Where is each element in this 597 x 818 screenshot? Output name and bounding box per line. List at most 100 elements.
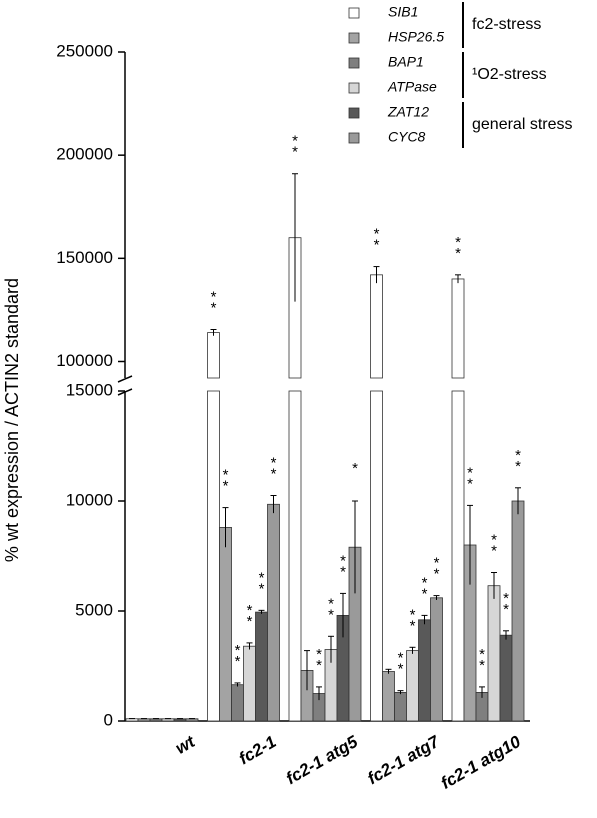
legend-label: CYC8 <box>388 129 426 145</box>
significance: * <box>352 460 358 477</box>
significance-star: * <box>515 447 521 464</box>
bar <box>243 645 256 722</box>
y-axis-label: % wt expression / ACTIN2 standard <box>2 278 22 562</box>
significance: * * <box>271 455 277 483</box>
x-tick-label: fc2-1 <box>236 732 280 768</box>
significance: * * <box>455 234 461 262</box>
significance-star: * <box>503 601 509 618</box>
significance: * * <box>247 602 253 630</box>
bar <box>267 503 280 722</box>
significance: * * <box>515 447 521 475</box>
y-tick-label: 0 <box>104 710 113 729</box>
significance: * * <box>374 226 380 254</box>
significance: * * <box>211 289 217 317</box>
bar <box>207 390 220 722</box>
significance-star: * <box>340 563 346 580</box>
bar <box>406 650 419 722</box>
bar <box>231 684 244 722</box>
bar <box>370 274 383 379</box>
significance-star: * <box>455 245 461 262</box>
significance-star: * <box>211 300 217 317</box>
significance-star: * <box>292 133 298 150</box>
legend-label: ZAT12 <box>387 104 429 120</box>
x-tick-label: fc2-1 atg10 <box>438 732 525 793</box>
y-tick-label: 200000 <box>56 145 113 164</box>
significance: * * <box>235 642 241 670</box>
bar <box>430 597 443 722</box>
legend-swatch <box>348 132 360 144</box>
bar <box>125 718 139 722</box>
significance-star: * <box>434 566 440 583</box>
axis-break <box>117 375 133 383</box>
bar <box>255 611 268 722</box>
legend-swatch <box>348 32 360 44</box>
significance: * * <box>259 569 265 597</box>
bar <box>173 718 187 722</box>
bar <box>487 585 501 722</box>
significance-star: * <box>235 642 241 659</box>
significance: * * <box>340 552 346 580</box>
bar <box>418 619 431 722</box>
significance-star: * <box>434 555 440 572</box>
significance-star: * <box>467 475 473 492</box>
bar <box>161 718 175 722</box>
significance-star: * <box>328 606 334 623</box>
significance-star: * <box>410 606 416 623</box>
significance-star: * <box>328 595 334 612</box>
significance: * * <box>422 574 428 602</box>
significance-star: * <box>223 467 229 484</box>
significance-star: * <box>467 464 473 481</box>
significance-star: * <box>422 574 428 591</box>
significance-star: * <box>479 646 485 663</box>
bar <box>394 692 407 722</box>
bar <box>149 718 163 722</box>
significance-star: * <box>235 653 241 670</box>
bar <box>499 634 513 722</box>
significance-star: * <box>398 650 404 667</box>
significance: * * <box>328 595 334 623</box>
legend-swatch <box>348 107 360 119</box>
y-tick-label: 150000 <box>56 248 113 267</box>
significance-star: * <box>211 289 217 306</box>
bar <box>219 527 232 722</box>
legend-group-label: ¹O2-stress <box>472 66 547 83</box>
bar <box>382 671 395 722</box>
significance-star: * <box>352 460 358 477</box>
y-tick-label: 5000 <box>75 600 113 619</box>
significance-star: * <box>422 585 428 602</box>
significance-star: * <box>455 234 461 251</box>
legend-swatch <box>348 82 360 94</box>
y-tick-label: 100000 <box>56 351 113 370</box>
bar <box>451 390 465 722</box>
legend-swatch <box>348 57 360 69</box>
significance-star: * <box>515 458 521 475</box>
significance: * * <box>410 606 416 634</box>
significance-star: * <box>223 478 229 495</box>
significance-star: * <box>259 580 265 597</box>
bar <box>511 500 525 722</box>
significance-star: * <box>316 646 322 663</box>
significance-star: * <box>316 657 322 674</box>
significance: * * <box>398 650 404 678</box>
legend-group-label: general stress <box>472 116 573 133</box>
x-tick-label: fc2-1 atg5 <box>283 732 362 788</box>
significance-star: * <box>271 466 277 483</box>
significance-star: * <box>398 661 404 678</box>
legend-label: BAP1 <box>388 54 424 70</box>
y-tick-label: 250000 <box>56 41 113 60</box>
y-tick-label: 10000 <box>66 490 113 509</box>
bar <box>451 278 465 379</box>
y-tick-label: 15000 <box>66 380 113 399</box>
significance-star: * <box>479 657 485 674</box>
significance-star: * <box>491 532 497 549</box>
significance: * * <box>479 646 485 674</box>
significance-star: * <box>491 543 497 560</box>
bar <box>370 390 383 722</box>
significance: * * <box>223 467 229 495</box>
significance-star: * <box>292 144 298 161</box>
legend-swatch <box>348 7 360 19</box>
legend-label: ATPase <box>387 79 437 95</box>
significance: * * <box>292 133 298 161</box>
significance: * * <box>316 646 322 674</box>
